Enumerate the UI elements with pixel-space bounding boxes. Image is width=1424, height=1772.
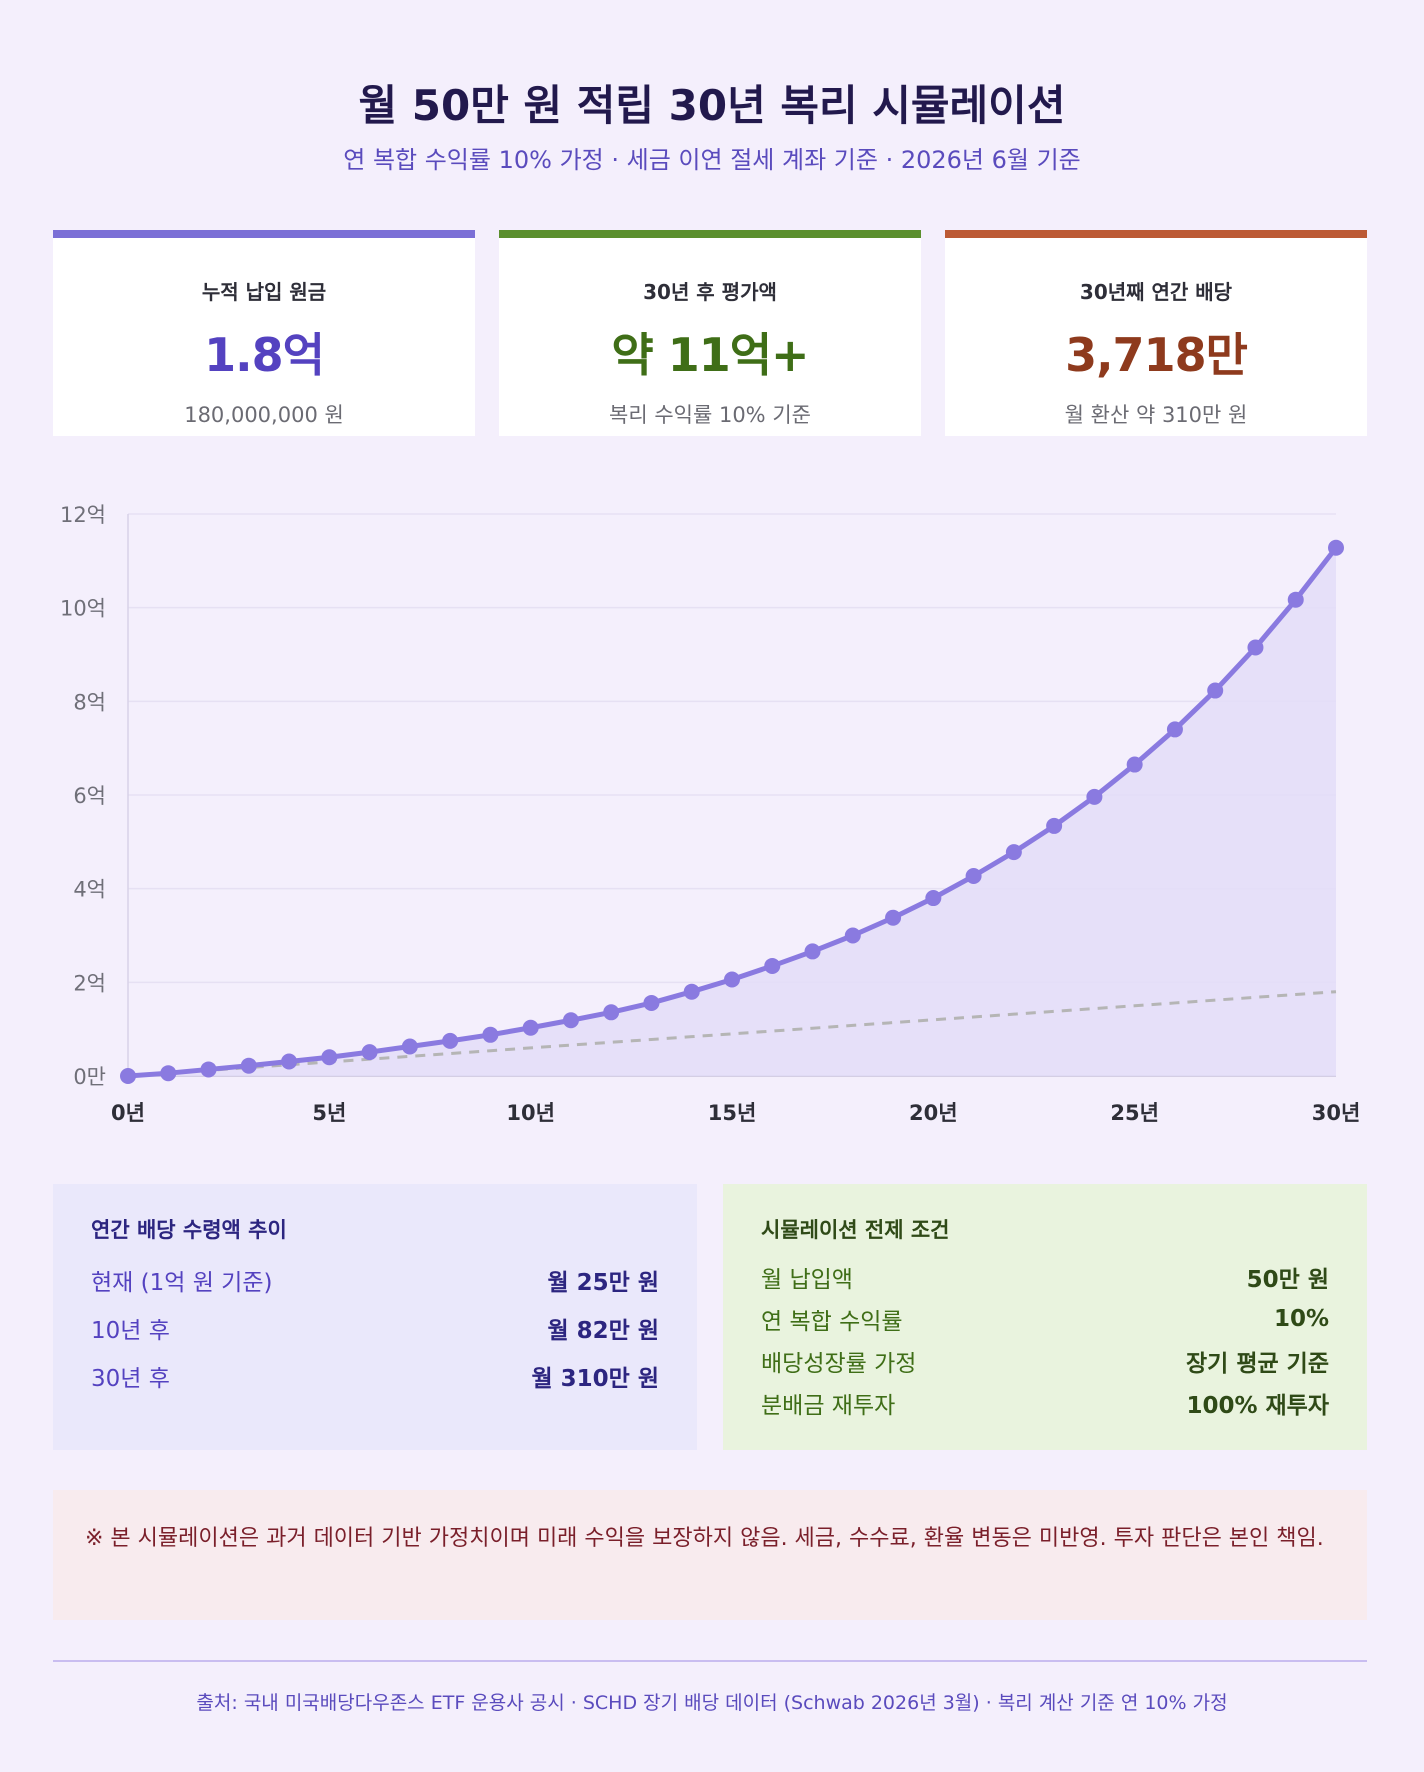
card-accent-bar <box>945 230 1367 238</box>
data-point <box>1328 539 1344 556</box>
y-tick-label: 8억 <box>73 690 106 714</box>
panel-row: 연 복합 수익률 10% <box>761 1298 1329 1340</box>
page-subtitle: 연 복합 수익률 10% 가정 · 세금 이연 절세 계좌 기준 · 2026년… <box>343 146 1081 174</box>
x-tick-label: 25년 <box>1110 1101 1159 1125</box>
card-value: 3,718만 <box>1065 328 1248 382</box>
panel-row: 30년 후 월 310만 원 <box>91 1352 659 1400</box>
row-value: 장기 평균 기준 <box>1186 1351 1329 1377</box>
page-title: 월 50만 원 적립 30년 복리 시뮬레이션 <box>358 81 1066 130</box>
data-point <box>925 890 942 907</box>
row-label: 현재 (1억 원 기준) <box>91 1270 273 1296</box>
data-point <box>442 1032 459 1049</box>
card-accent-bar <box>499 230 921 238</box>
row-value: 10% <box>1273 1306 1329 1332</box>
growth-line-chart: 0만 2억 4억 6억 8억 10억 12억 0년 5년 10년 15년 20년 25년 30년 <box>60 503 1361 1125</box>
panel-title: 시뮬레이션 전제 조건 <box>761 1218 950 1242</box>
panel-title: 연간 배당 수령액 추이 <box>91 1218 287 1242</box>
row-label: 배당성장률 가정 <box>761 1351 917 1377</box>
row-label: 30년 후 <box>91 1366 170 1392</box>
data-point <box>1086 788 1103 805</box>
row-label: 분배금 재투자 <box>761 1393 896 1419</box>
data-point <box>804 943 821 960</box>
data-point <box>643 994 660 1011</box>
x-tick-label: 0년 <box>111 1101 145 1125</box>
x-tick-label: 10년 <box>506 1101 555 1125</box>
data-point <box>603 1004 620 1021</box>
area-fill <box>128 547 1336 1076</box>
data-point <box>200 1061 217 1078</box>
row-value: 100% 재투자 <box>1186 1393 1329 1419</box>
data-point <box>1005 844 1022 861</box>
data-point <box>482 1026 499 1043</box>
card-accent-bar <box>53 230 475 238</box>
row-value: 월 25만 원 <box>547 1270 659 1296</box>
y-tick-label: 2억 <box>73 971 106 995</box>
card-valuation: 30년 후 평가액 약 11억+ 복리 수익률 10% 기준 <box>499 230 921 436</box>
x-tick-label: 15년 <box>708 1101 757 1125</box>
data-point <box>683 983 700 1000</box>
data-point <box>120 1068 136 1084</box>
footer-divider <box>53 1660 1367 1662</box>
data-point <box>724 971 740 988</box>
row-value: 50만 원 <box>1246 1267 1329 1293</box>
data-point <box>321 1049 338 1066</box>
row-label: 월 납입액 <box>761 1267 853 1293</box>
card-note: 월 환산 약 310만 원 <box>1064 403 1248 427</box>
card-note: 180,000,000 원 <box>184 403 344 427</box>
data-point <box>1126 756 1143 773</box>
panel-row: 월 납입액 50만 원 <box>761 1256 1329 1298</box>
dividend-trend-panel: 연간 배당 수령액 추이 현재 (1억 원 기준) 월 25만 원 10년 후 … <box>53 1184 697 1450</box>
data-point <box>361 1044 378 1061</box>
panel-row: 현재 (1억 원 기준) 월 25만 원 <box>91 1256 659 1304</box>
data-point <box>281 1053 298 1070</box>
data-point <box>1287 591 1304 608</box>
card-note: 복리 수익률 10% 기준 <box>609 403 811 427</box>
panel-row: 분배금 재투자 100% 재투자 <box>761 1382 1329 1424</box>
data-point <box>1247 639 1264 656</box>
disclaimer-note: ※ 본 시뮬레이션은 과거 데이터 기반 가정치이며 미래 수익을 보장하지 않… <box>53 1490 1367 1620</box>
data-point <box>160 1065 177 1082</box>
y-tick-label: 4억 <box>73 878 106 902</box>
card-label: 누적 납입 원금 <box>201 280 327 304</box>
data-point <box>764 957 781 974</box>
card-principal: 누적 납입 원금 1.8억 180,000,000 원 <box>53 230 475 436</box>
data-point <box>844 927 861 944</box>
x-tick-label: 5년 <box>312 1101 346 1125</box>
panel-row: 10년 후 월 82만 원 <box>91 1304 659 1352</box>
card-value: 1.8억 <box>204 328 325 382</box>
data-point <box>522 1019 539 1036</box>
x-tick-label: 30년 <box>1312 1101 1361 1125</box>
data-point <box>885 909 902 926</box>
card-dividend: 30년째 연간 배당 3,718만 월 환산 약 310만 원 <box>945 230 1367 436</box>
y-tick-label: 0만 <box>73 1065 106 1089</box>
data-point <box>1207 682 1224 699</box>
data-point <box>240 1057 257 1074</box>
y-tick-label: 12억 <box>60 503 106 527</box>
source-note: 출처: 국내 미국배당다우존스 ETF 운용사 공시 · SCHD 장기 배당 … <box>196 1692 1228 1714</box>
data-point <box>401 1038 418 1055</box>
data-point <box>562 1012 579 1029</box>
row-label: 연 복합 수익률 <box>761 1309 903 1335</box>
assumptions-panel: 시뮬레이션 전제 조건 월 납입액 50만 원 연 복합 수익률 10% 배당성… <box>723 1184 1367 1450</box>
data-point <box>1166 721 1183 738</box>
y-tick-label: 10억 <box>60 597 106 621</box>
panel-row: 배당성장률 가정 장기 평균 기준 <box>761 1340 1329 1382</box>
card-label: 30년 후 평가액 <box>643 280 777 304</box>
row-value: 월 310만 원 <box>531 1366 659 1392</box>
y-tick-label: 6억 <box>73 784 106 808</box>
card-value: 약 11억+ <box>611 328 809 382</box>
row-value: 월 82만 원 <box>547 1318 659 1344</box>
card-label: 30년째 연간 배당 <box>1079 280 1233 304</box>
data-point <box>965 868 982 885</box>
row-label: 10년 후 <box>91 1318 170 1344</box>
x-tick-label: 20년 <box>909 1101 958 1125</box>
data-point <box>1046 817 1063 834</box>
